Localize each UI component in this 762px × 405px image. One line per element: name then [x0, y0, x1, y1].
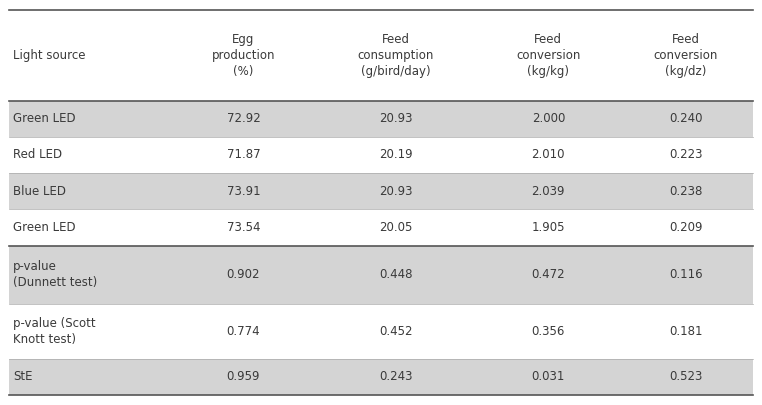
- Bar: [9, 304, 753, 359]
- Text: 0.448: 0.448: [379, 269, 413, 281]
- Text: 20.93: 20.93: [379, 185, 413, 198]
- Text: 71.87: 71.87: [226, 149, 261, 162]
- Text: 1.905: 1.905: [532, 221, 565, 234]
- Text: p-value (Scott
Knott test): p-value (Scott Knott test): [13, 317, 95, 346]
- Text: 0.240: 0.240: [669, 112, 703, 125]
- Text: 2.010: 2.010: [532, 149, 565, 162]
- Bar: [9, 10, 753, 101]
- Text: Red LED: Red LED: [13, 149, 62, 162]
- Text: Green LED: Green LED: [13, 221, 75, 234]
- Text: 0.774: 0.774: [226, 325, 261, 338]
- Text: 73.91: 73.91: [226, 185, 261, 198]
- Text: Feed
conversion
(kg/kg): Feed conversion (kg/kg): [516, 33, 581, 78]
- Text: 0.472: 0.472: [532, 269, 565, 281]
- Text: Feed
consumption
(g/bird/day): Feed consumption (g/bird/day): [357, 33, 434, 78]
- Bar: [9, 209, 753, 245]
- Bar: [9, 173, 753, 209]
- Text: 73.54: 73.54: [226, 221, 260, 234]
- Text: 0.031: 0.031: [532, 370, 565, 383]
- Text: 2.039: 2.039: [532, 185, 565, 198]
- Text: 0.959: 0.959: [226, 370, 260, 383]
- Text: Blue LED: Blue LED: [13, 185, 66, 198]
- Bar: [9, 245, 753, 304]
- Text: 0.356: 0.356: [532, 325, 565, 338]
- Text: 20.19: 20.19: [379, 149, 413, 162]
- Text: 0.523: 0.523: [669, 370, 703, 383]
- Text: 72.92: 72.92: [226, 112, 261, 125]
- Text: Light source: Light source: [13, 49, 85, 62]
- Text: 20.93: 20.93: [379, 112, 413, 125]
- Text: Egg
production
(%): Egg production (%): [212, 33, 275, 78]
- Text: 0.243: 0.243: [379, 370, 413, 383]
- Bar: [9, 101, 753, 137]
- Text: Feed
conversion
(kg/dz): Feed conversion (kg/dz): [654, 33, 718, 78]
- Text: p-value
(Dunnett test): p-value (Dunnett test): [13, 260, 98, 290]
- Text: 0.452: 0.452: [379, 325, 413, 338]
- Text: 0.181: 0.181: [669, 325, 703, 338]
- Text: 0.238: 0.238: [669, 185, 703, 198]
- Text: 0.223: 0.223: [669, 149, 703, 162]
- Text: 2.000: 2.000: [532, 112, 565, 125]
- Text: StE: StE: [13, 370, 33, 383]
- Text: 0.902: 0.902: [226, 269, 260, 281]
- Text: 0.116: 0.116: [669, 269, 703, 281]
- Bar: [9, 359, 753, 395]
- Bar: [9, 137, 753, 173]
- Text: Green LED: Green LED: [13, 112, 75, 125]
- Text: 0.209: 0.209: [669, 221, 703, 234]
- Text: 20.05: 20.05: [379, 221, 412, 234]
